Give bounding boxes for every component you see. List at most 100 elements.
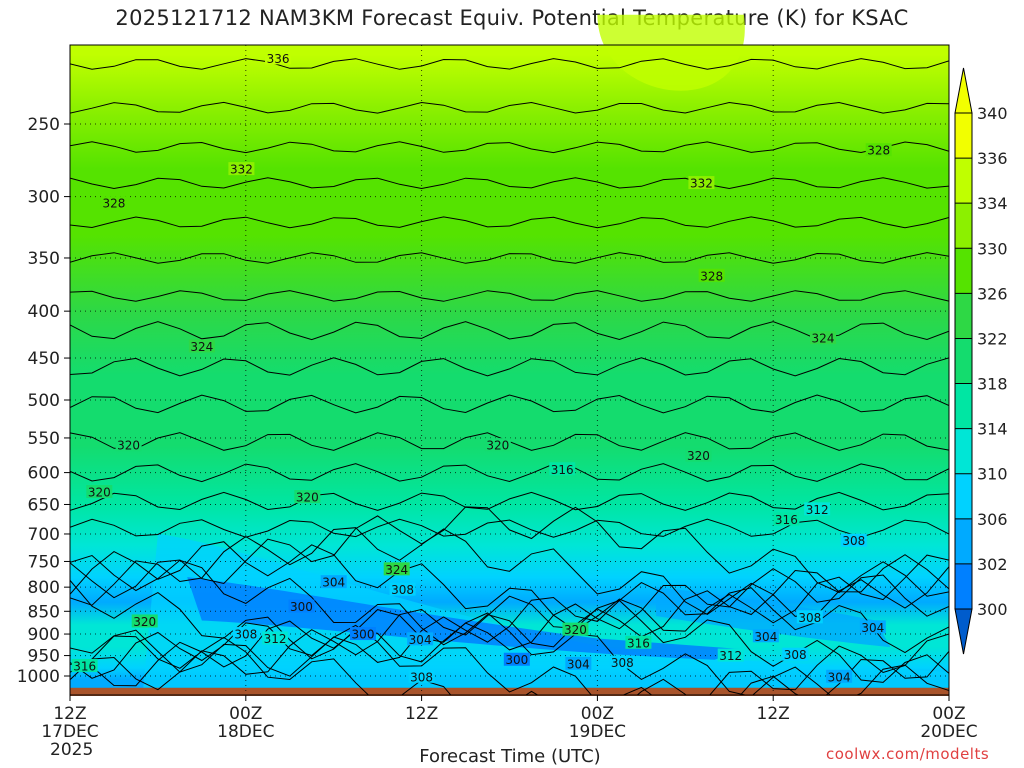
contour-label: 308	[611, 656, 634, 670]
x-tick-label: 12Z	[405, 704, 438, 724]
y-tick-label: 550	[28, 429, 60, 449]
contour-line	[70, 582, 949, 677]
contour-line	[70, 216, 949, 229]
credit-link[interactable]: coolwx.com/modelts	[826, 745, 990, 763]
contour-line	[70, 568, 949, 663]
contour-label: 320	[486, 439, 509, 453]
y-tick-label: 650	[28, 495, 60, 515]
contour-label-bg	[294, 490, 321, 504]
contour-line	[70, 177, 949, 190]
contour-label: 304	[409, 633, 432, 647]
x-tick-label: 18DEC	[217, 722, 274, 742]
y-tick-label: 400	[28, 302, 60, 322]
y-tick-label: 1000	[17, 667, 60, 687]
contour-label-bg	[865, 143, 892, 157]
y-tick-label: 700	[28, 525, 60, 545]
x-tick-label: 12Z	[53, 704, 86, 724]
contour-label: 320	[687, 449, 710, 463]
field-upper-warm	[597, 14, 745, 91]
contour-label: 336	[267, 52, 290, 66]
y-tick-label: 500	[28, 391, 60, 411]
contour-label: 312	[719, 649, 742, 663]
contour-label: 304	[567, 657, 590, 671]
y-tick-label: 250	[28, 115, 60, 135]
contour-label: 304	[754, 630, 777, 644]
contour-label-bg	[562, 622, 589, 636]
contour-label: 328	[102, 197, 125, 211]
contour-label-bg	[262, 631, 289, 645]
colorbar-tick-label: 326	[977, 284, 1008, 303]
contour-label: 308	[798, 611, 821, 625]
colorbar-tick-label: 300	[977, 600, 1008, 619]
colorbar-tick-label: 302	[977, 555, 1008, 574]
contour-label: 308	[784, 648, 807, 662]
x-tick-label: 12Z	[757, 704, 790, 724]
contour-label-bg	[625, 635, 652, 649]
contour-label-bg	[115, 438, 142, 452]
colorbar-tick-label: 314	[977, 420, 1008, 439]
contour-label-bg	[717, 648, 744, 662]
contour-line	[70, 609, 949, 695]
axes: 250 300 350 400 450 500 550 600 650 700 750 800 850 9…	[17, 115, 978, 760]
contour-label-bg	[773, 512, 800, 526]
contour-label: 300	[505, 653, 528, 667]
contour-label: 300	[352, 628, 375, 642]
contour-label-bg	[228, 162, 255, 176]
contour-label: 316	[551, 463, 574, 477]
contour-label: 304	[322, 576, 345, 590]
contour-label-bg	[804, 502, 831, 516]
contour-label-bg	[782, 647, 809, 661]
contour-label: 320	[133, 615, 156, 629]
contour-line	[70, 290, 949, 302]
contour-label: 320	[296, 491, 319, 505]
colorbar-tick-label: 306	[977, 510, 1008, 529]
colorbar-tick-label: 340	[977, 104, 1008, 123]
y-tick-label: 850	[28, 602, 60, 622]
contour-label: 320	[88, 486, 111, 500]
contour-label: 312	[264, 632, 287, 646]
colorbar-body	[954, 112, 973, 610]
colorbar-tick-label: 318	[977, 375, 1008, 394]
contour-label: 320	[564, 623, 587, 637]
contour-line	[70, 58, 949, 70]
contour-label-bg	[796, 610, 823, 624]
contour-label: 304	[828, 670, 851, 684]
contour-label-bg	[288, 599, 315, 613]
field-cold-core	[187, 577, 744, 660]
colorbar: 340 336 334 330 326 322 318 314 310 306 302 300	[954, 67, 1008, 655]
contour-label-bg	[609, 655, 636, 669]
contour-label-bg	[71, 658, 98, 672]
contour-label: 316	[73, 659, 96, 673]
contour-lines	[70, 58, 949, 695]
x-axis-label: Forecast Time (UTC)	[419, 746, 601, 767]
contour-label: 312	[806, 503, 829, 517]
contour-label: 332	[690, 177, 713, 191]
contour-label-bg	[810, 331, 837, 345]
contour-label: 304	[861, 621, 884, 635]
contour-label-bg	[100, 196, 127, 210]
contour-label: 320	[117, 439, 140, 453]
contour-label-bg	[131, 614, 158, 628]
colorbar-tick-label: 336	[977, 149, 1008, 168]
x-tick-label: 00Z	[581, 704, 614, 724]
contour-label-bg	[86, 485, 113, 499]
contour-label: 308	[234, 628, 257, 642]
contour-label-bg	[265, 51, 292, 65]
x-tick-label: 00Z	[229, 704, 262, 724]
colorbar-tick-label: 330	[977, 239, 1008, 258]
contour-labels: 336 332 332 328 328 328 324 324 320 320 320 320 316 3…	[71, 51, 892, 684]
contour-label-bg	[232, 627, 259, 641]
colorbar-bottom-arrow	[954, 608, 973, 655]
contour-label-bg	[688, 176, 715, 190]
colorbar-top-arrow	[954, 67, 973, 114]
contour-line	[70, 622, 949, 695]
contour-label: 328	[700, 269, 723, 283]
contour-label-bg	[549, 462, 576, 476]
contour-line	[70, 321, 949, 341]
y-tick-label: 600	[28, 464, 60, 484]
contour-label: 324	[190, 340, 213, 354]
contour-label: 300	[290, 600, 313, 614]
y-tick-label: 450	[28, 349, 60, 369]
x-tick-label: 00Z	[932, 704, 965, 724]
